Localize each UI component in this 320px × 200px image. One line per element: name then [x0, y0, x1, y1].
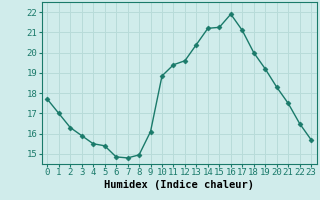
X-axis label: Humidex (Indice chaleur): Humidex (Indice chaleur)	[104, 180, 254, 190]
